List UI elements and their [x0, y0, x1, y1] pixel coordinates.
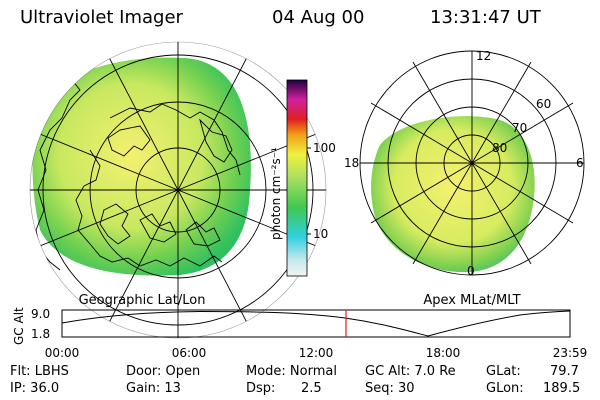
colorbar-tick: 10 [313, 227, 328, 241]
orbit-x-tick: 12:00 [299, 346, 334, 360]
coastline [109, 103, 241, 176]
coastline [185, 221, 221, 247]
left-panel-caption: Geographic Lat/Lon [79, 293, 206, 308]
orbit-x-tick: 18:00 [426, 346, 461, 360]
status-ip: IP: 36.0 [10, 381, 60, 396]
aurora-image-left [32, 57, 251, 276]
mlat-label: 80 [492, 141, 507, 155]
orbit-altitude-curve [61, 310, 571, 337]
orbit-y-tick: 9.0 [31, 307, 50, 321]
status-gain: Gain: 13 [126, 381, 181, 396]
orbit-plot-frame [61, 309, 571, 338]
coastline [99, 203, 131, 245]
status-glon-value: 189.5 [543, 381, 581, 396]
status-seq: Seq: 30 [365, 381, 415, 396]
status-glat-value: 79.7 [550, 364, 579, 379]
mlt-label: 12 [476, 49, 491, 63]
status-flt: Flt: LBHS [10, 364, 69, 379]
mlt-label: 18 [344, 156, 359, 170]
orbit-x-tick: 23:59 [553, 346, 588, 360]
status-glon-label: GLon: [486, 381, 524, 396]
magnetic-polar-plot: 12 18 6 0 60 70 80 [344, 49, 585, 278]
observation-time: 13:31:47 UT [430, 7, 541, 28]
orbit-y-label: GC Alt [12, 307, 26, 345]
orbit-y-tick: 1.8 [31, 327, 50, 341]
mlt-label: 6 [576, 156, 584, 170]
observation-date: 04 Aug 00 [272, 7, 365, 28]
colorbar-unit: photon cm⁻²s⁻¹ [269, 147, 283, 240]
orbit-x-tick: 00:00 [45, 346, 80, 360]
orbit-altitude-plot: GC Alt 9.0 1.8 00:00 06:00 12:00 18:00 2… [12, 307, 587, 360]
instrument-title: Ultraviolet Imager [20, 7, 183, 28]
mlt-label: 0 [467, 264, 475, 278]
status-dsp-value: 2.5 [301, 381, 322, 396]
aurora-image-right [371, 116, 535, 273]
colorbar-tick: 100 [313, 141, 336, 155]
colorbar-scale [286, 79, 308, 277]
coastline [199, 118, 233, 163]
right-panel-caption: Apex MLat/MLT [423, 293, 520, 308]
status-glat-label: GLat: [486, 364, 521, 379]
coastline [107, 125, 151, 157]
status-dsp-label: Dsp: [246, 381, 276, 396]
coastline [75, 149, 223, 267]
mlat-label: 60 [536, 97, 551, 111]
status-mode: Mode: Normal [246, 364, 337, 379]
colorbar: 100 10 photon cm⁻²s⁻¹ [269, 79, 336, 277]
status-gc-alt: GC Alt: 7.0 Re [365, 364, 456, 379]
status-door: Door: Open [126, 364, 201, 379]
coastline [139, 213, 177, 243]
orbit-x-tick: 06:00 [172, 346, 207, 360]
mlat-label: 70 [512, 121, 527, 135]
